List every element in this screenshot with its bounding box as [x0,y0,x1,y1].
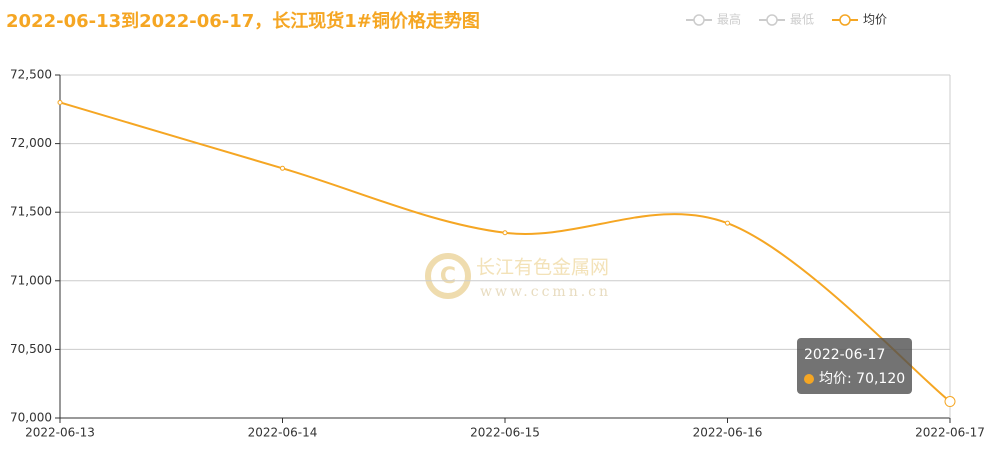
tooltip: 2022-06-17 均价: 70,120 [797,338,912,394]
data-point [57,99,63,105]
y-tick-label: 72,500 [10,68,52,82]
tooltip-box [797,338,912,394]
chart-title: 2022-06-13到2022-06-17，长江现货1#铜价格走势图 [6,10,480,32]
data-point [280,165,285,171]
watermark-url: www.ccmn.cn [480,284,611,300]
legend-marker [766,14,778,26]
data-point [725,220,730,226]
tooltip-marker [804,374,814,384]
legend-label: 均价 [863,13,887,27]
x-tick-label: 2022-06-16 [693,426,763,440]
x-tick-label: 2022-06-13 [25,426,95,440]
data-point [944,396,956,408]
watermark-logo-letter: C [440,264,456,289]
legend-marker [839,14,851,26]
y-tick-label: 72,000 [10,136,52,150]
y-tick-label: 70,000 [10,411,52,425]
legend-label: 最高 [717,12,741,27]
y-tick-label: 71,500 [10,205,52,219]
y-tick-label: 71,000 [10,273,52,287]
tooltip-title: 2022-06-17 [804,347,885,363]
y-tick-label: 70,500 [10,342,52,356]
x-tick-label: 2022-06-15 [470,426,540,440]
legend-label: 最低 [790,13,814,27]
x-tick-label: 2022-06-14 [248,426,318,440]
x-tick-label: 2022-06-17 [915,426,985,440]
watermark-name: 长江有色金属网 [476,257,609,279]
watermark-logo [425,253,471,299]
data-point [502,230,508,236]
tooltip-label: 均价: 70,120 [819,371,905,387]
legend-marker [693,14,705,26]
